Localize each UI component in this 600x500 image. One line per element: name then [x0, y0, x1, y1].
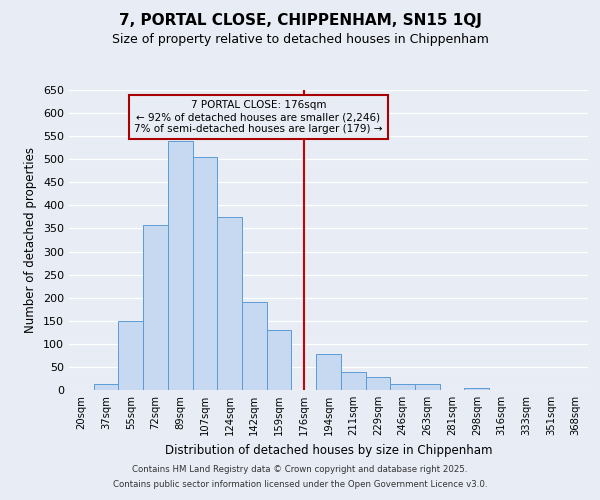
Bar — [217, 217, 242, 390]
Text: Contains public sector information licensed under the Open Government Licence v3: Contains public sector information licen… — [113, 480, 487, 489]
Text: Contains HM Land Registry data © Crown copyright and database right 2025.: Contains HM Land Registry data © Crown c… — [132, 465, 468, 474]
X-axis label: Distribution of detached houses by size in Chippenham: Distribution of detached houses by size … — [165, 444, 492, 456]
Text: 7 PORTAL CLOSE: 176sqm
← 92% of detached houses are smaller (2,246)
7% of semi-d: 7 PORTAL CLOSE: 176sqm ← 92% of detached… — [134, 100, 383, 134]
Bar — [341, 372, 365, 390]
Bar — [143, 225, 168, 390]
Y-axis label: Number of detached properties: Number of detached properties — [25, 147, 37, 333]
Bar — [94, 384, 118, 390]
Text: Size of property relative to detached houses in Chippenham: Size of property relative to detached ho… — [112, 32, 488, 46]
Bar — [464, 388, 489, 390]
Bar — [193, 157, 217, 390]
Text: 7, PORTAL CLOSE, CHIPPENHAM, SN15 1QJ: 7, PORTAL CLOSE, CHIPPENHAM, SN15 1QJ — [119, 12, 481, 28]
Bar — [365, 377, 390, 390]
Bar — [242, 302, 267, 390]
Bar — [267, 330, 292, 390]
Bar — [390, 384, 415, 390]
Bar — [168, 141, 193, 390]
Bar — [118, 321, 143, 390]
Bar — [415, 384, 440, 390]
Bar — [316, 354, 341, 390]
